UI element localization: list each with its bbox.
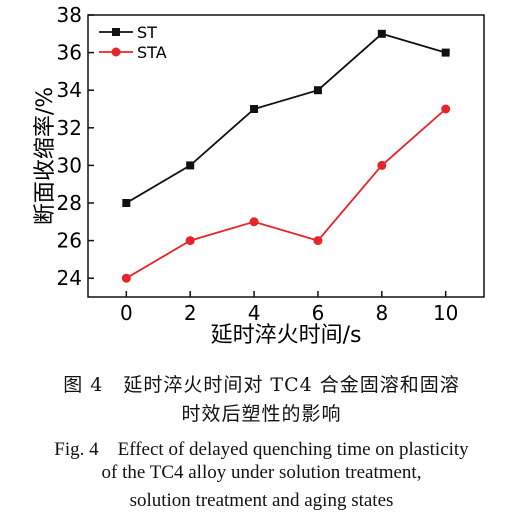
y-tick-label: 34 — [57, 78, 82, 102]
data-point-sta — [377, 160, 387, 170]
legend-marker-st — [112, 28, 120, 36]
data-point-st — [186, 161, 195, 170]
x-tick-label: 6 — [312, 301, 325, 325]
x-axis: 0 2 4 6 8 10 — [120, 291, 458, 325]
data-point-sta — [185, 236, 195, 246]
series-group — [121, 29, 451, 283]
x-tick-label: 0 — [120, 301, 133, 325]
legend-marker-sta — [111, 47, 121, 57]
series-line-sta — [125, 108, 447, 279]
data-point-st — [441, 48, 450, 57]
data-point-sta — [313, 236, 323, 246]
y-tick-label: 26 — [57, 229, 82, 253]
x-tick-label: 10 — [433, 301, 458, 325]
data-point-st — [250, 105, 259, 113]
y-tick-label: 32 — [57, 116, 82, 140]
y-axis: 24 26 28 30 32 34 36 38 — [57, 3, 94, 290]
data-point-sta — [249, 217, 259, 227]
caption-cn-line1: 图 4 延时淬火时间对 TC4 合金固溶和固溶 — [63, 374, 460, 396]
data-point-sta — [441, 104, 451, 114]
y-tick-label: 36 — [57, 41, 82, 65]
x-tick-label: 4 — [248, 301, 261, 325]
caption-en-line2: of the TC4 alloy under solution treatmen… — [101, 462, 422, 483]
legend-label-st: ST — [137, 23, 157, 42]
caption-cn-line2: 时效后塑性的影响 — [181, 403, 342, 425]
y-tick-label: 24 — [57, 266, 82, 290]
y-tick-label: 28 — [57, 191, 82, 215]
x-tick-label: 2 — [184, 301, 197, 325]
x-tick-label: 8 — [375, 301, 388, 325]
data-point-st — [313, 86, 322, 95]
series-line-st — [125, 32, 446, 204]
y-axis-label: 断面收缩率/% — [33, 87, 58, 225]
caption-en-line1: Fig. 4 Effect of delayed quenching time … — [54, 439, 469, 460]
legend-label-sta: STA — [137, 43, 167, 62]
x-axis-label: 延时淬火时间/s — [211, 323, 362, 348]
plot-frame — [87, 14, 485, 298]
data-point-st — [377, 29, 386, 38]
caption-en-line3: solution treatment and aging states — [129, 490, 394, 511]
data-point-st — [122, 199, 131, 207]
data-point-sta — [121, 273, 131, 283]
y-tick-label: 30 — [57, 153, 82, 177]
y-tick-label: 38 — [57, 3, 82, 27]
